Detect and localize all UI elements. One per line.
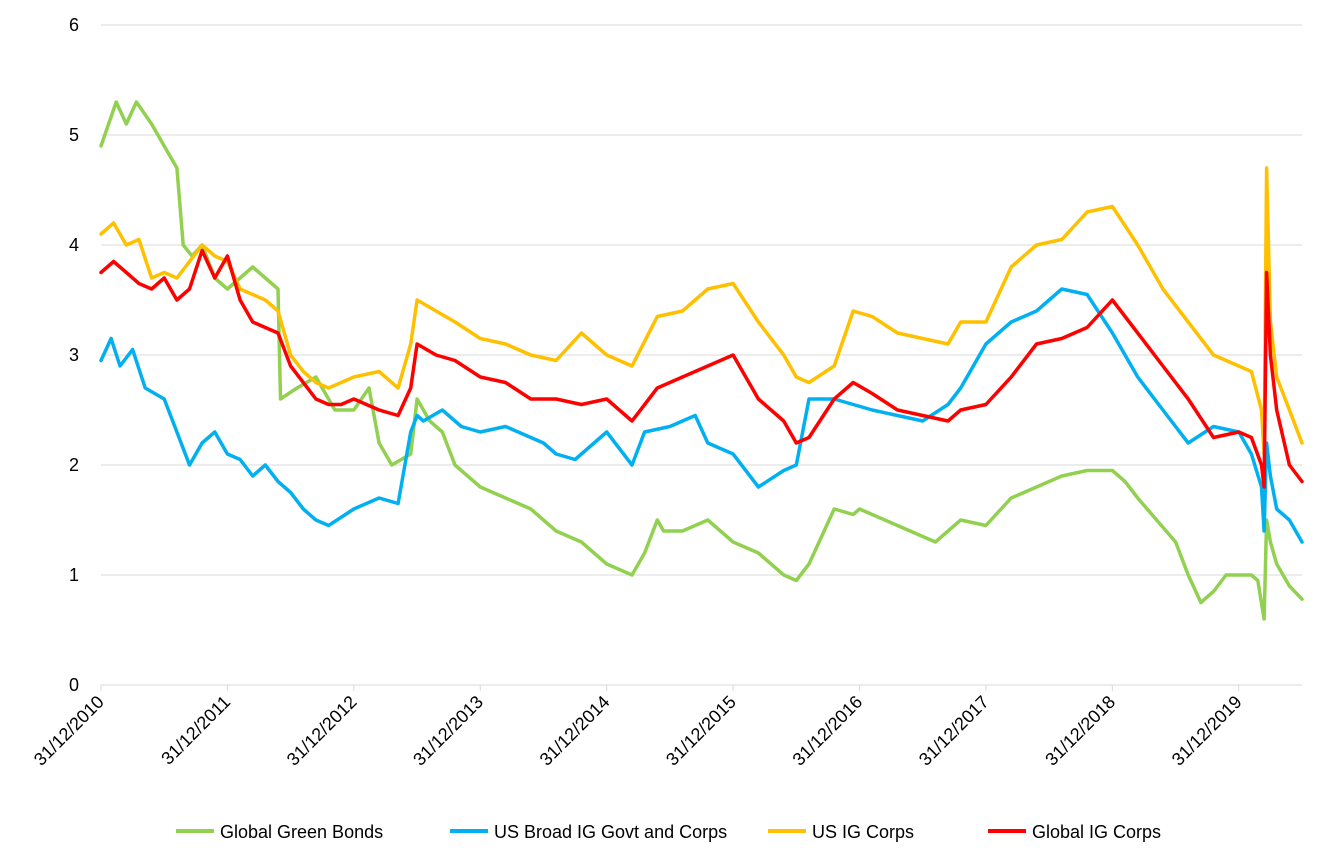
y-tick-label: 4 xyxy=(69,235,79,255)
x-tick-label: 31/12/2011 xyxy=(157,692,234,769)
series-line-1 xyxy=(99,100,1304,621)
y-tick-label: 5 xyxy=(69,125,79,145)
x-tick-label: 31/12/2016 xyxy=(789,692,867,770)
x-tick-label: 31/12/2014 xyxy=(536,692,614,770)
x-tick-label: 31/12/2015 xyxy=(662,692,740,770)
series-line-3 xyxy=(99,166,1304,456)
axes: 0 1 2 3 4 5 6 31/12/2010 31/12/2011 31/12/2012 31/… xyxy=(30,15,1302,770)
x-tick-label: 31/12/2010 xyxy=(30,692,108,770)
series-line-2 xyxy=(99,287,1304,544)
y-tick-label: 6 xyxy=(69,15,79,35)
y-tick-label: 0 xyxy=(69,675,79,695)
y-tick-label: 1 xyxy=(69,565,79,585)
x-tick-label: 31/12/2013 xyxy=(409,692,487,770)
legend: Global Green Bonds US Broad IG Govt and C… xyxy=(176,822,1161,842)
x-tick-label: 31/12/2017 xyxy=(915,692,993,770)
x-tick-label: 31/12/2019 xyxy=(1168,692,1246,770)
gridlines xyxy=(101,24,1302,576)
y-tick-label: 2 xyxy=(69,455,79,475)
series-lines xyxy=(99,100,1304,621)
x-tick-label: 31/12/2018 xyxy=(1041,692,1119,770)
legend-label: US Broad IG Govt and Corps xyxy=(494,822,727,842)
legend-label: US IG Corps xyxy=(812,822,914,842)
series-line-4 xyxy=(99,248,1304,489)
x-tick-label: 31/12/2012 xyxy=(283,692,361,770)
legend-label: Global Green Bonds xyxy=(220,822,383,842)
legend-label: Global IG Corps xyxy=(1032,822,1161,842)
y-tick-label: 3 xyxy=(69,345,79,365)
